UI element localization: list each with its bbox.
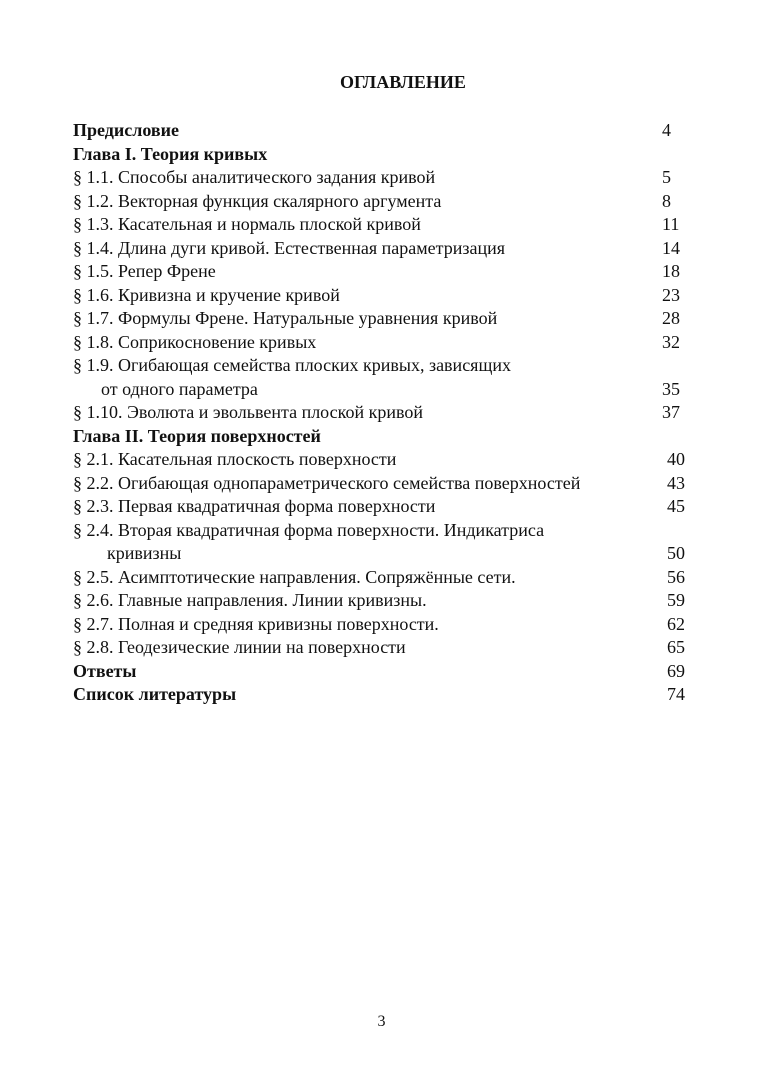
- toc-entry[interactable]: § 1.9. Огибающая семейства плоских кривы…: [73, 354, 713, 378]
- toc-entry-page: 40: [667, 449, 685, 469]
- toc-entry-page: 50: [667, 543, 685, 563]
- toc-entry-page: 43: [667, 472, 685, 493]
- toc-entry[interactable]: от одного параметра 35: [73, 378, 713, 402]
- toc-entry-page: 11: [662, 214, 680, 234]
- toc-entry[interactable]: § 2.6. Главные направления. Линии кривиз…: [73, 589, 713, 613]
- toc-title: ОГЛАВЛЕНИЕ: [340, 72, 466, 92]
- toc-entry-label: § 1.5. Репер Френе: [73, 261, 216, 281]
- toc-entry[interactable]: § 2.8. Геодезические линии на поверхност…: [73, 636, 713, 660]
- toc-entry-page: 62: [667, 613, 685, 634]
- toc-entry[interactable]: § 1.3. Касательная и нормаль плоской кри…: [73, 213, 713, 237]
- toc-entry[interactable]: § 2.2. Огибающая однопараметрического се…: [73, 472, 713, 496]
- toc-entry-page: 28: [662, 308, 680, 328]
- toc-entry[interactable]: § 1.5. Репер Френе 18: [73, 260, 713, 284]
- toc-entry-label: § 1.10. Эволюта и эвольвента плоской кри…: [73, 402, 423, 422]
- toc-entry[interactable]: § 1.1. Способы аналитического задания кр…: [73, 166, 713, 190]
- toc-entry-label: § 1.9. Огибающая семейства плоских кривы…: [73, 355, 511, 375]
- toc-entry-label: § 1.1. Способы аналитического задания кр…: [73, 167, 436, 187]
- toc-entry-page: 14: [662, 237, 680, 258]
- toc-entry-label: Ответы: [73, 660, 137, 681]
- toc-entry[interactable]: § 2.5. Асимптотические направления. Сопр…: [73, 566, 713, 590]
- toc-entry-label: § 1.3. Касательная и нормаль плоской кри…: [73, 214, 421, 234]
- toc-entry-page: 32: [662, 331, 680, 352]
- toc-entry[interactable]: Список литературы 74: [73, 683, 713, 707]
- toc-entry[interactable]: Предисловие 4: [73, 119, 713, 143]
- toc-entry-label: § 2.4. Вторая квадратичная форма поверхн…: [73, 519, 545, 540]
- toc-entry-page: 18: [662, 261, 680, 281]
- toc-entry[interactable]: § 1.4. Длина дуги кривой. Естественная п…: [73, 237, 713, 261]
- toc-entry-page: 65: [667, 637, 685, 657]
- toc-entry-page: 8: [662, 190, 671, 211]
- toc-entry-label: § 2.2. Огибающая однопараметрического се…: [73, 472, 581, 493]
- table-of-contents: Предисловие 4 Глава I. Теория кривых § 1.1.…: [73, 119, 713, 707]
- toc-entry-label: Предисловие: [73, 120, 179, 140]
- toc-entry-page: 4: [662, 120, 671, 140]
- toc-entry-page: 37: [662, 402, 680, 422]
- toc-entry-page: 56: [667, 566, 685, 587]
- toc-entry-label: § 2.1. Касательная плоскость поверхности: [73, 449, 397, 469]
- toc-entry[interactable]: Глава I. Теория кривых: [73, 143, 713, 167]
- toc-entry[interactable]: кривизны 50: [73, 542, 713, 566]
- toc-entry-label: Глава II. Теория поверхностей: [73, 425, 321, 446]
- toc-entry-page: 23: [662, 284, 680, 305]
- toc-entry[interactable]: § 1.8. Соприкосновение кривых 32: [73, 331, 713, 355]
- toc-entry-label: § 2.5. Асимптотические направления. Сопр…: [73, 566, 516, 587]
- toc-entry-page: 74: [667, 684, 685, 704]
- toc-entry-label: § 2.7. Полная и средняя кривизны поверхн…: [73, 613, 439, 634]
- toc-entry[interactable]: § 2.7. Полная и средняя кривизны поверхн…: [73, 613, 713, 637]
- toc-entry-page: 69: [667, 660, 685, 681]
- toc-entry[interactable]: § 1.10. Эволюта и эвольвента плоской кри…: [73, 401, 713, 425]
- toc-entry[interactable]: § 1.7. Формулы Френе. Натуральные уравне…: [73, 307, 713, 331]
- toc-entry-label: от одного параметра: [101, 378, 258, 399]
- toc-entry[interactable]: Глава II. Теория поверхностей: [73, 425, 713, 449]
- toc-entry-label: § 2.6. Главные направления. Линии кривиз…: [73, 590, 427, 610]
- toc-entry[interactable]: § 2.1. Касательная плоскость поверхности…: [73, 448, 713, 472]
- toc-entry-label: § 1.4. Длина дуги кривой. Естественная п…: [73, 237, 505, 258]
- page-number: 3: [377, 1013, 386, 1030]
- toc-entry-label: § 2.3. Первая квадратичная форма поверхн…: [73, 496, 436, 516]
- toc-entry[interactable]: § 2.4. Вторая квадратичная форма поверхн…: [73, 519, 713, 543]
- toc-entry-page: 45: [667, 496, 685, 516]
- toc-entry-page: 59: [667, 590, 685, 610]
- toc-entry-label: § 1.6. Кривизна и кручение кривой: [73, 284, 340, 305]
- toc-entry-page: 35: [662, 378, 680, 399]
- toc-entry-label: § 1.8. Соприкосновение кривых: [73, 331, 317, 352]
- toc-entry-label: § 1.7. Формулы Френе. Натуральные уравне…: [73, 308, 498, 328]
- toc-entry-label: Глава I. Теория кривых: [73, 143, 268, 164]
- toc-entry[interactable]: § 1.2. Векторная функция скалярного аргу…: [73, 190, 713, 214]
- toc-entry-label: кривизны: [107, 543, 182, 563]
- toc-entry-label: § 1.2. Векторная функция скалярного аргу…: [73, 190, 442, 211]
- toc-entry[interactable]: Ответы 69: [73, 660, 713, 684]
- toc-entry[interactable]: § 2.3. Первая квадратичная форма поверхн…: [73, 495, 713, 519]
- toc-entry-page: 5: [662, 167, 671, 187]
- toc-entry[interactable]: § 1.6. Кривизна и кручение кривой 23: [73, 284, 713, 308]
- toc-entry-label: § 2.8. Геодезические линии на поверхност…: [73, 637, 406, 657]
- toc-entry-label: Список литературы: [73, 684, 237, 704]
